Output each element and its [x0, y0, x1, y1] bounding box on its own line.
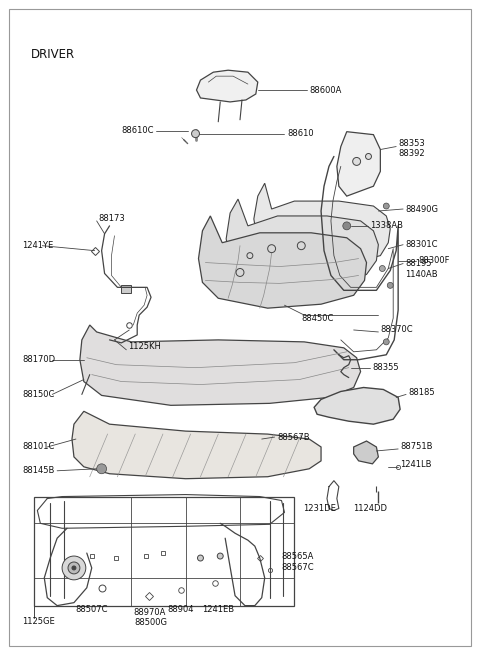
Circle shape [384, 339, 389, 345]
Text: DRIVER: DRIVER [30, 48, 74, 61]
Circle shape [387, 282, 393, 288]
Text: 88450C: 88450C [301, 314, 334, 322]
Text: 88500G: 88500G [134, 618, 168, 627]
Text: 1124DD: 1124DD [353, 504, 387, 513]
Text: 88600A: 88600A [309, 86, 342, 94]
Circle shape [379, 265, 385, 271]
Circle shape [343, 222, 351, 230]
Polygon shape [72, 411, 321, 479]
Text: 1231DE: 1231DE [302, 504, 336, 513]
Text: 1125KH: 1125KH [128, 343, 161, 351]
Circle shape [353, 157, 360, 165]
Circle shape [197, 555, 204, 561]
Polygon shape [354, 441, 378, 464]
Bar [35, 496, 294, 606]
Text: 88185: 88185 [408, 388, 435, 397]
Text: 88173: 88173 [99, 214, 125, 223]
Polygon shape [254, 183, 390, 265]
Text: 88567B: 88567B [277, 432, 310, 441]
Text: 1140AB: 1140AB [405, 270, 438, 279]
Text: 1338AB: 1338AB [371, 221, 404, 231]
Polygon shape [199, 216, 367, 308]
Text: 88490G: 88490G [405, 204, 438, 214]
Text: 88301C: 88301C [405, 240, 438, 249]
Text: 88565A: 88565A [281, 552, 314, 561]
Text: 88970A: 88970A [133, 608, 165, 617]
Text: 88904: 88904 [168, 605, 194, 614]
Circle shape [384, 203, 389, 209]
Text: 88101C: 88101C [23, 443, 55, 451]
Text: 88567C: 88567C [281, 563, 314, 572]
Polygon shape [314, 388, 400, 424]
Polygon shape [196, 70, 258, 102]
Text: 88507C: 88507C [75, 605, 108, 614]
Text: 88353: 88353 [398, 139, 425, 148]
Polygon shape [337, 132, 380, 196]
Text: 88145B: 88145B [23, 466, 55, 476]
Circle shape [192, 130, 200, 138]
Text: 1125GE: 1125GE [23, 617, 55, 626]
Polygon shape [80, 325, 360, 405]
Text: 88170D: 88170D [23, 355, 56, 364]
Text: 88355: 88355 [372, 363, 399, 372]
Circle shape [68, 562, 80, 574]
Circle shape [217, 553, 223, 559]
Text: 88610C: 88610C [121, 126, 154, 135]
Text: 1241EB: 1241EB [202, 605, 234, 614]
Text: 88300F: 88300F [418, 256, 449, 265]
Text: 1241LB: 1241LB [400, 460, 432, 470]
Circle shape [366, 153, 372, 159]
Circle shape [72, 566, 76, 570]
Text: 88195: 88195 [405, 259, 432, 268]
Text: 88751B: 88751B [400, 443, 432, 451]
Polygon shape [226, 199, 378, 286]
Text: 88370C: 88370C [380, 326, 413, 335]
Text: 88392: 88392 [398, 149, 425, 158]
Text: 88610: 88610 [288, 129, 314, 138]
Text: 1241YE: 1241YE [23, 241, 54, 250]
Bar [121, 286, 131, 293]
Circle shape [96, 464, 107, 474]
Circle shape [62, 556, 86, 580]
Text: 88150C: 88150C [23, 390, 55, 399]
